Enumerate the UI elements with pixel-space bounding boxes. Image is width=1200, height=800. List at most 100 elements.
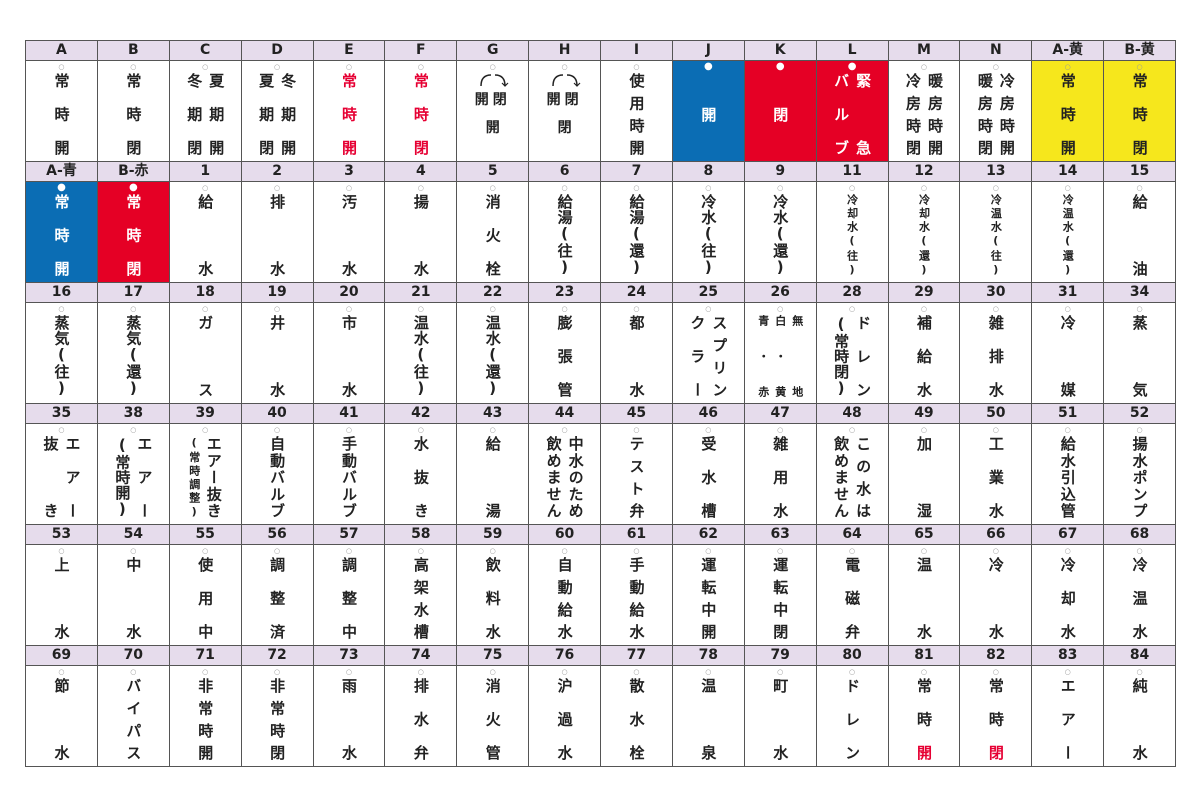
tag-cell[interactable]: ○ 蒸気 xyxy=(1104,303,1176,404)
tag-cell[interactable]: ○ 都水 xyxy=(601,303,673,404)
tag-cell[interactable]: ○ 揚水 xyxy=(385,182,458,283)
tag-cell[interactable]: ○ 常時閉 xyxy=(97,61,170,162)
tag-cell[interactable]: ○ 補給水 xyxy=(888,303,961,404)
tag-cell[interactable]: ○ エアー xyxy=(1032,666,1105,767)
tag-cell[interactable]: ○ 調整中 xyxy=(313,545,386,646)
tag-cell[interactable]: ○ 井水 xyxy=(241,303,314,404)
tag-cell[interactable]: ○ スプリン クラー xyxy=(672,303,745,404)
tag-cell[interactable]: ○ 常時開 xyxy=(26,61,98,162)
tag-cell[interactable]: ○ 中水のため 飲めません xyxy=(529,424,601,525)
tag-cell[interactable]: ○ 純水 xyxy=(1104,666,1176,767)
tag-cell[interactable]: ○ 冷房時開 暖房時閉 xyxy=(960,61,1033,162)
tag-cell[interactable]: ○ 冷温水(往) xyxy=(960,182,1033,283)
tag-cell[interactable]: ○ 冷却水 xyxy=(1032,545,1105,646)
tag-cell[interactable]: ○ 冷水 xyxy=(960,545,1033,646)
tag-cell[interactable]: ○ 給湯(還) xyxy=(601,182,673,283)
tag-cell[interactable]: ● 常時閉 xyxy=(97,182,170,283)
tag-cell[interactable]: ○ 消火管 xyxy=(457,666,530,767)
tag-cell[interactable]: ○ 蒸気(往) xyxy=(26,303,98,404)
tag-cell[interactable]: ○ 常時閉 xyxy=(1104,61,1176,162)
tag-cell[interactable]: ○ 電磁弁 xyxy=(816,545,889,646)
tag-cell[interactable]: ○ 市水 xyxy=(313,303,386,404)
tag-cell[interactable]: ○ 温泉 xyxy=(672,666,745,767)
tag-cell[interactable]: ○ 揚水ポンプ xyxy=(1104,424,1176,525)
tag-cell[interactable]: ○ バイパス xyxy=(97,666,170,767)
tag-cell[interactable]: ○ 排水弁 xyxy=(385,666,458,767)
tag-cell[interactable]: ○ 雑排水 xyxy=(960,303,1033,404)
tag-cell[interactable]: ○ 常時開 xyxy=(1032,61,1105,162)
tag-cell[interactable]: ○ 常時閉 xyxy=(385,61,458,162)
tag-cell[interactable]: ○ 冷水(往) xyxy=(672,182,745,283)
tag-cell[interactable]: ○ 中水 xyxy=(97,545,170,646)
tag-text-line: 受水槽 xyxy=(699,436,718,518)
tag-cell[interactable]: ○ 散水栓 xyxy=(601,666,673,767)
tag-cell[interactable]: ○ 排水 xyxy=(241,182,314,283)
tag-cell[interactable]: ○ ドレン xyxy=(816,666,889,767)
tag-cell[interactable]: ○ 自動給水 xyxy=(529,545,601,646)
tag-cell[interactable]: ○ 非常時閉 xyxy=(241,666,314,767)
tag-cell[interactable]: ○ 冷媒 xyxy=(1032,303,1105,404)
tag-cell[interactable]: ○ 給水引込管 xyxy=(1032,424,1105,525)
tag-cell[interactable]: ○ 冷温水(還) xyxy=(1032,182,1105,283)
tag-cell[interactable]: ○ 飲料水 xyxy=(457,545,530,646)
tag-cell[interactable]: ○ 冷温水 xyxy=(1104,545,1176,646)
tag-cell[interactable]: ○ 常時閉 xyxy=(960,666,1033,767)
tag-cell[interactable]: ○ 雑用水 xyxy=(744,424,817,525)
tag-cell[interactable]: ○ 手動給水 xyxy=(601,545,673,646)
hole-marker-icon: ○ xyxy=(920,305,927,313)
tag-cell[interactable]: ○ 冬期開 夏期閉 xyxy=(241,61,314,162)
hole-marker-icon: ○ xyxy=(274,668,281,676)
tag-cell[interactable]: ○ 町水 xyxy=(744,666,817,767)
tag-cell[interactable]: ○ 冷却水(還) xyxy=(888,182,961,283)
tag-cell[interactable]: ○ 雨水 xyxy=(313,666,386,767)
tag-cell[interactable]: ○ 冷水(還) xyxy=(744,182,817,283)
tag-cell[interactable]: ○ 運転中開 xyxy=(672,545,745,646)
tag-cell[interactable]: ● 閉 xyxy=(744,61,817,162)
tag-cell[interactable]: ○ 常時開 xyxy=(888,666,961,767)
tag-cell[interactable]: ○ 使用時開 xyxy=(601,61,673,162)
tag-cell[interactable]: ○ 無地 白・黄 青・赤 xyxy=(744,303,817,404)
tag-cell[interactable]: ○ 温水(往) xyxy=(385,303,458,404)
tag-cell[interactable]: ○ エアー抜き (常時調整) xyxy=(169,424,242,525)
tag-cell[interactable]: ○ 汚水 xyxy=(313,182,386,283)
tag-cell[interactable]: ● 緊急 バルブ xyxy=(816,61,889,162)
tag-cell[interactable]: ○ 水抜き xyxy=(385,424,458,525)
tag-cell[interactable]: ○ 開閉閉 xyxy=(529,61,601,162)
tag-cell[interactable]: ○ 冷却水(往) xyxy=(816,182,889,283)
tag-cell[interactable]: ○ この水は 飲めません xyxy=(816,424,889,525)
tag-cell[interactable]: ○ 手動バルブ xyxy=(313,424,386,525)
tag-cell[interactable]: ○ 蒸気(還) xyxy=(97,303,170,404)
tag-cell[interactable]: ○ 給油 xyxy=(1104,182,1176,283)
tag-cell[interactable]: ○ 節水 xyxy=(26,666,98,767)
tag-cell[interactable]: ○ 高架水槽 xyxy=(385,545,458,646)
tag-cell[interactable]: ○ 温水(還) xyxy=(457,303,530,404)
tag-cell[interactable]: ○ 開閉開 xyxy=(457,61,530,162)
tag-cell[interactable]: ○ 沪過水 xyxy=(529,666,601,767)
tag-cell[interactable]: ○ 使用中 xyxy=(169,545,242,646)
tag-cell[interactable]: ○ 給湯(往) xyxy=(529,182,601,283)
tag-cell[interactable]: ○ 非常時開 xyxy=(169,666,242,767)
tag-text-line: 飲料水 xyxy=(483,557,502,639)
tag-cell[interactable]: ○ 温水 xyxy=(888,545,961,646)
tag-cell[interactable]: ○ 工業水 xyxy=(960,424,1033,525)
tag-cell[interactable]: ○ 上水 xyxy=(26,545,98,646)
tag-cell[interactable]: ○ 給水 xyxy=(169,182,242,283)
tag-cell[interactable]: ○ 調整済 xyxy=(241,545,314,646)
tag-cell[interactable]: ○ 運転中閉 xyxy=(744,545,817,646)
tag-cell[interactable]: ○ 膨張管 xyxy=(529,303,601,404)
tag-cell[interactable]: ● 開 xyxy=(672,61,745,162)
tag-cell[interactable]: ○ 消火栓 xyxy=(457,182,530,283)
tag-cell[interactable]: ○ 自動バルブ xyxy=(241,424,314,525)
tag-cell[interactable]: ○ 夏期開 冬期閉 xyxy=(169,61,242,162)
tag-cell[interactable]: ○ 給湯 xyxy=(457,424,530,525)
tag-cell[interactable]: ○ ガス xyxy=(169,303,242,404)
tag-cell[interactable]: ○ 暖房時開 冷房時閉 xyxy=(888,61,961,162)
tag-cell[interactable]: ● 常時開 xyxy=(26,182,98,283)
tag-cell[interactable]: ○ テスト弁 xyxy=(601,424,673,525)
tag-cell[interactable]: ○ エアー (常時開) xyxy=(97,424,170,525)
tag-cell[interactable]: ○ エアー 抜き xyxy=(26,424,98,525)
tag-cell[interactable]: ○ 加湿 xyxy=(888,424,961,525)
tag-cell[interactable]: ○ ドレン (常時閉) xyxy=(816,303,889,404)
tag-cell[interactable]: ○ 受水槽 xyxy=(672,424,745,525)
tag-cell[interactable]: ○ 常時開 xyxy=(313,61,386,162)
